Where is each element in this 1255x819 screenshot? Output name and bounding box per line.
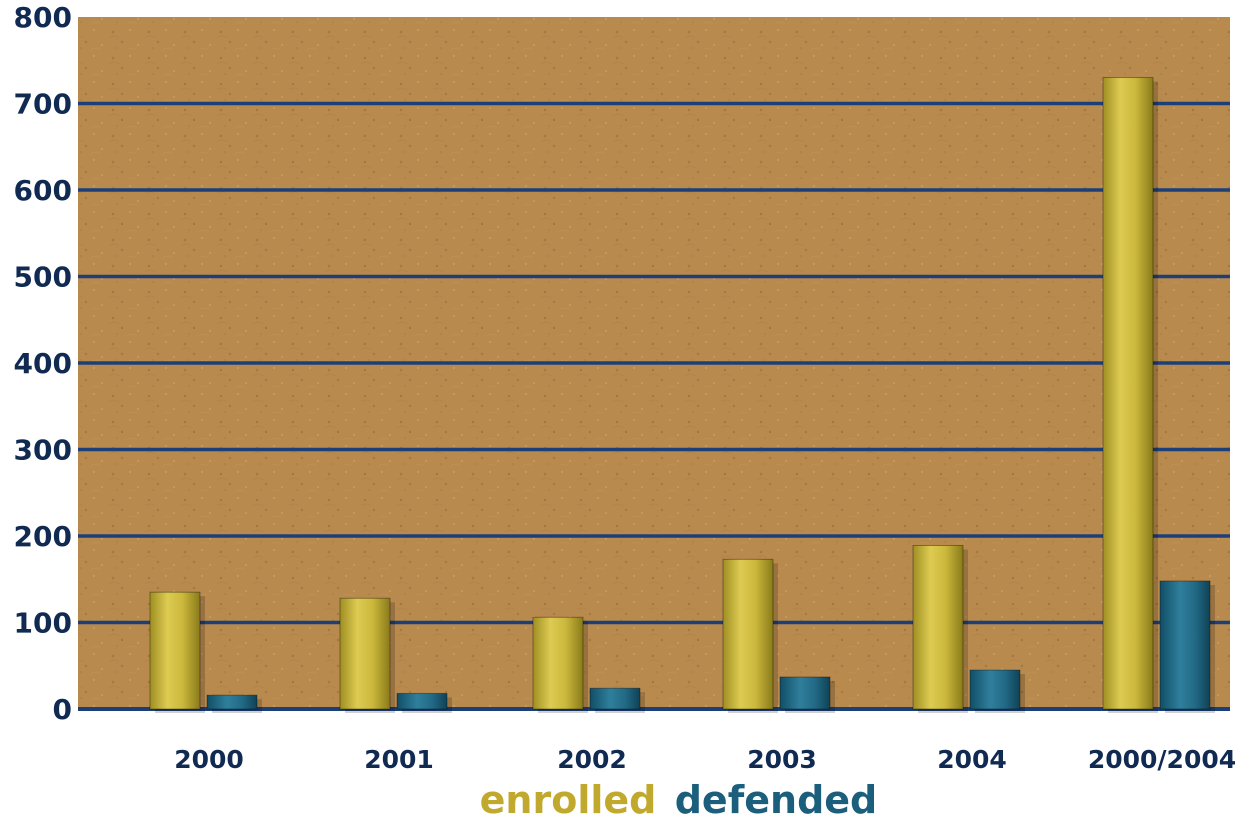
bar-enrolled-2000-2004 — [1102, 77, 1154, 710]
y-tick-label: 700 — [14, 88, 72, 121]
bar-enrolled-2002 — [532, 616, 584, 710]
y-tick-label: 100 — [14, 607, 72, 640]
y-tick-label: 500 — [14, 261, 72, 294]
bar-defended-2003 — [779, 676, 831, 710]
bar-defended-2000 — [206, 694, 258, 710]
legend-defended: defended — [675, 778, 878, 819]
x-tick-label: 2000 — [174, 745, 244, 774]
y-tick-label: 400 — [14, 347, 72, 380]
bar-defended-2001 — [396, 692, 448, 710]
bar-enrolled-2004 — [912, 545, 964, 710]
bar-defended-2000-2004 — [1159, 580, 1211, 710]
legend-enrolled: enrolled — [480, 778, 657, 819]
x-tick-label: 2001 — [364, 745, 434, 774]
y-tick-label: 600 — [14, 174, 72, 207]
x-tick-label: 2000/2004 — [1088, 745, 1236, 774]
x-tick-label: 2003 — [747, 745, 817, 774]
x-tick-label: 2002 — [557, 745, 627, 774]
bar-enrolled-2003 — [722, 558, 774, 710]
x-tick-label: 2004 — [937, 745, 1007, 774]
y-tick-label: 0 — [53, 693, 72, 726]
bar-enrolled-2000 — [149, 591, 201, 710]
y-tick-label: 200 — [14, 520, 72, 553]
bar-defended-2002 — [589, 687, 641, 710]
y-tick-label: 800 — [14, 1, 72, 34]
bar-defended-2004 — [969, 669, 1021, 710]
y-tick-label: 300 — [14, 434, 72, 467]
bar-enrolled-2001 — [339, 597, 391, 710]
